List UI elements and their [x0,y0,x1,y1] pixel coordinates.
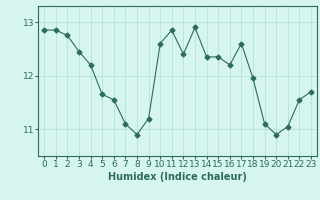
X-axis label: Humidex (Indice chaleur): Humidex (Indice chaleur) [108,172,247,182]
